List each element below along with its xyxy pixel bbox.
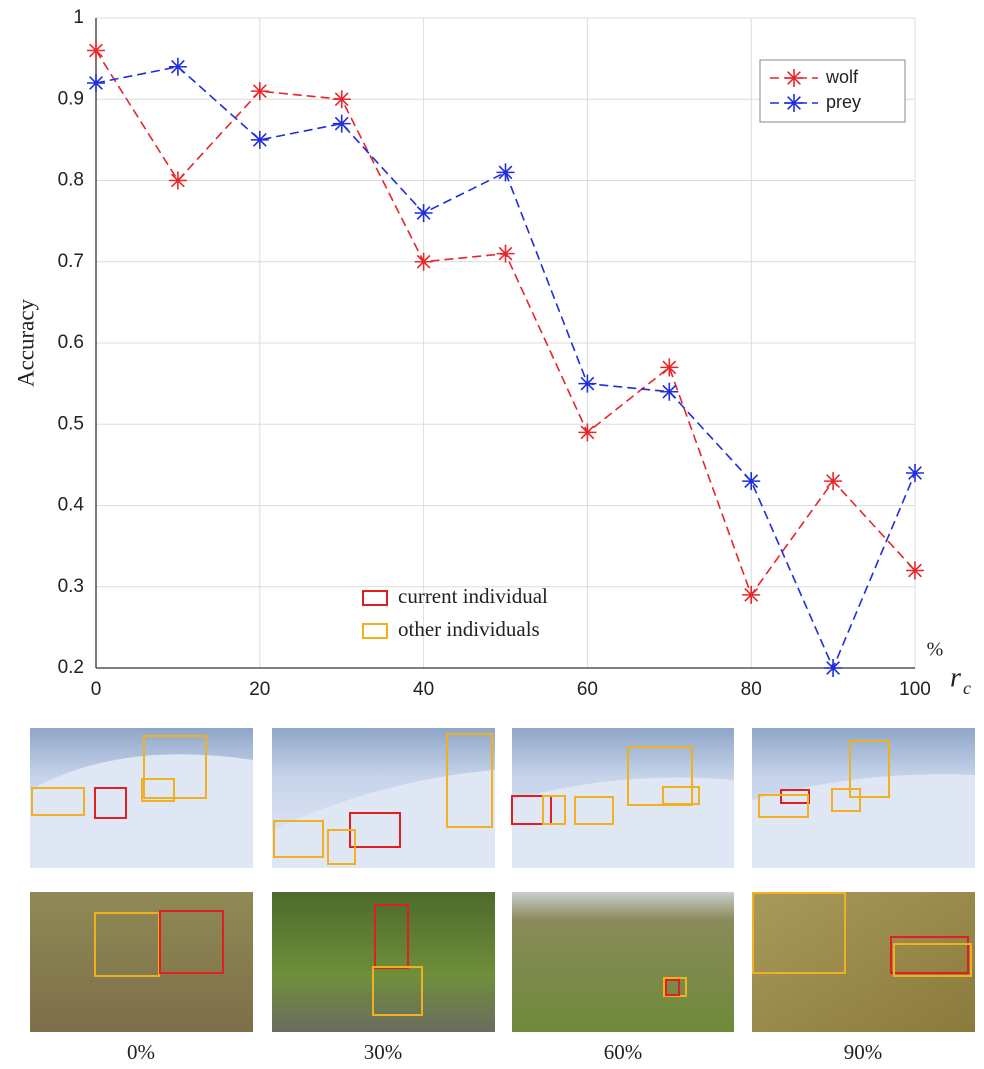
series-line xyxy=(96,51,915,595)
marker xyxy=(578,375,596,393)
box-legend-label: current individual xyxy=(398,584,548,608)
legend-marker xyxy=(785,94,803,112)
thumbnail-caption: 60% xyxy=(604,1040,643,1064)
marker xyxy=(824,659,842,677)
photo xyxy=(512,728,734,868)
marker xyxy=(169,172,187,190)
marker xyxy=(906,562,924,580)
marker xyxy=(333,115,351,133)
thumbnail-row-grass xyxy=(30,892,975,1032)
y-tick-label: 0.8 xyxy=(58,170,84,191)
figure: 0.2 0.3 0.4 0.5 0.6 0.7 0.8 0.9 1 0 20 40 60 80 100 Acc… xyxy=(0,0,984,1069)
marker xyxy=(251,82,269,100)
y-tick-label: 0.2 xyxy=(58,657,84,678)
marker xyxy=(742,586,760,604)
photo xyxy=(752,892,975,1032)
x-tick-label: 40 xyxy=(413,679,434,700)
x-tick-label: 60 xyxy=(577,679,598,700)
marker xyxy=(87,42,105,60)
marker xyxy=(415,253,433,271)
photo xyxy=(512,892,734,1032)
page: {"chart_data": {"type": "line", "x": [0,… xyxy=(0,0,984,1069)
marker xyxy=(333,90,351,108)
thumbnail-caption: 90% xyxy=(844,1040,883,1064)
marker xyxy=(660,358,678,376)
photo xyxy=(30,728,253,868)
marker xyxy=(660,383,678,401)
y-tick-label: 0.9 xyxy=(58,88,84,109)
thumbnail-caption: 30% xyxy=(364,1040,403,1064)
x-axis-label: r xyxy=(950,662,961,693)
thumbnail-caption: 0% xyxy=(127,1040,155,1064)
marker xyxy=(497,163,515,181)
x-axis-label-sub: c xyxy=(963,678,971,698)
marker xyxy=(824,472,842,490)
marker xyxy=(169,58,187,76)
photo xyxy=(30,892,253,1032)
y-tick-label: 1 xyxy=(73,7,84,28)
box-legend-swatch xyxy=(363,624,387,638)
legend-label: prey xyxy=(826,92,861,112)
photo xyxy=(752,728,975,868)
x-tick-label: 0 xyxy=(91,679,102,700)
y-tick-label: 0.5 xyxy=(58,413,84,434)
marker xyxy=(251,131,269,149)
x-tick-label: 100 xyxy=(899,679,931,700)
y-tick-label: 0.7 xyxy=(58,251,84,272)
marker xyxy=(415,204,433,222)
photo xyxy=(272,892,495,1032)
series-line xyxy=(96,67,915,668)
marker xyxy=(497,245,515,263)
marker xyxy=(578,423,596,441)
photo xyxy=(272,728,495,868)
marker xyxy=(742,472,760,490)
y-tick-label: 0.6 xyxy=(58,332,84,353)
thumbnail-row-snow xyxy=(30,728,975,868)
box-legend-label: other individuals xyxy=(398,617,540,641)
x-tick-label: 20 xyxy=(249,679,270,700)
y-tick-label: 0.3 xyxy=(58,576,84,597)
y-axis-label: Accuracy xyxy=(13,298,38,387)
legend-marker xyxy=(785,69,803,87)
marker xyxy=(87,74,105,92)
legend-label: wolf xyxy=(825,67,859,87)
marker xyxy=(906,464,924,482)
x-unit: % xyxy=(927,639,944,661)
y-tick-label: 0.4 xyxy=(58,495,85,516)
x-tick-label: 80 xyxy=(741,679,762,700)
box-legend-swatch xyxy=(363,591,387,605)
